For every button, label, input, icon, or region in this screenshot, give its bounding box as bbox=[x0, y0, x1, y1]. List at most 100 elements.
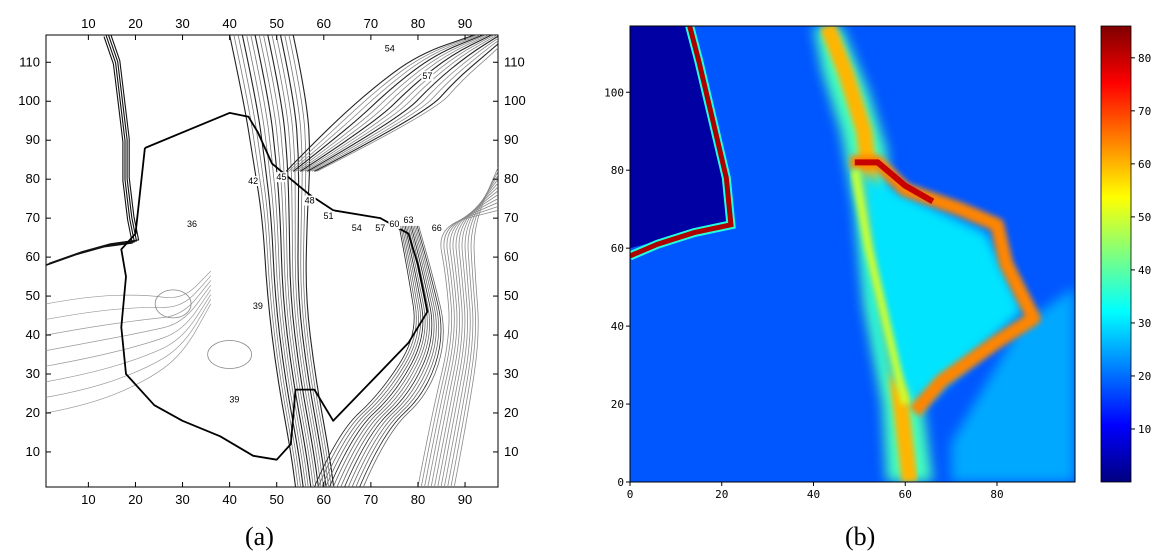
plot-area-a bbox=[45, 34, 499, 488]
contour-line bbox=[46, 280, 212, 336]
contour-line bbox=[46, 284, 212, 351]
x-tick-label-top: 30 bbox=[175, 16, 189, 31]
y-tick-label-right: 70 bbox=[504, 210, 518, 225]
colorbar-scale bbox=[1100, 25, 1132, 483]
contour-line bbox=[427, 198, 498, 487]
contour-label-bg bbox=[303, 195, 316, 206]
contour-label: 54 bbox=[352, 223, 362, 233]
heat-inner-edge bbox=[850, 169, 910, 405]
y-tick-label-left: 110 bbox=[19, 54, 40, 69]
contour-labels: 54 57 36 42 45 48 51 54 57 60 63 66 39 39 bbox=[185, 43, 443, 405]
x-tick-label-bottom: 30 bbox=[175, 492, 189, 507]
axis-ticks-b: 0 20 40 60 80 0 20 40 60 80 100 bbox=[604, 86, 1004, 501]
contour-line bbox=[420, 206, 498, 487]
contour-line bbox=[258, 35, 314, 487]
contour-line bbox=[344, 225, 433, 487]
contour-line bbox=[317, 225, 417, 487]
contour-label-bg bbox=[251, 300, 264, 311]
contour-line bbox=[46, 299, 212, 398]
y-tick-label-left: 10 bbox=[26, 444, 40, 459]
contour-line bbox=[351, 225, 437, 487]
x-tick-label-top: 10 bbox=[81, 16, 95, 31]
contour-line bbox=[288, 35, 332, 487]
contour-label: 66 bbox=[432, 223, 442, 233]
heat-region bbox=[951, 287, 1075, 482]
contour-line bbox=[450, 171, 498, 487]
y-tick-label-right: 40 bbox=[504, 327, 518, 342]
x-tick-label-bottom: 40 bbox=[222, 492, 236, 507]
y-tick-label: 20 bbox=[611, 398, 624, 411]
y-tick-label: 40 bbox=[611, 320, 624, 333]
contour-label-bg bbox=[430, 222, 443, 233]
contour-label-bg bbox=[388, 218, 401, 229]
contour-line bbox=[316, 47, 498, 172]
contour-line bbox=[440, 182, 498, 487]
x-tick-label-top: 70 bbox=[364, 16, 378, 31]
y-tick-label: 0 bbox=[617, 476, 624, 489]
x-tick-label-top: 40 bbox=[222, 16, 236, 31]
x-tick-label-bottom: 90 bbox=[458, 492, 472, 507]
x-tick-label: 60 bbox=[899, 488, 912, 501]
contour-label-bg bbox=[350, 222, 363, 233]
y-tick-label-right: 110 bbox=[504, 54, 525, 69]
contour-line bbox=[430, 194, 498, 487]
contour-line bbox=[279, 35, 327, 487]
y-tick-label-right: 30 bbox=[504, 366, 518, 381]
contour-label-bg bbox=[185, 218, 198, 229]
x-tick-label-bottom: 70 bbox=[364, 492, 378, 507]
y-tick-label-left: 100 bbox=[18, 93, 40, 108]
heatmap-panel: 0 20 40 60 80 0 20 40 60 80 100 10 20 30 40 50 60 70 80 (… bbox=[604, 25, 1151, 551]
y-tick-label-left: 30 bbox=[26, 366, 40, 381]
contour-label-bg bbox=[228, 394, 241, 405]
colorbar-tick-label: 50 bbox=[1138, 211, 1151, 224]
heat-channel bbox=[630, 26, 734, 259]
x-tick-label-top: 20 bbox=[128, 16, 142, 31]
contour-line bbox=[424, 202, 498, 487]
contour-line bbox=[355, 225, 440, 487]
contour-label-bg bbox=[402, 215, 415, 226]
contour-label-bg bbox=[247, 176, 260, 187]
contour-line bbox=[284, 35, 329, 487]
x-tick-label-top: 50 bbox=[269, 16, 283, 31]
contour-line bbox=[340, 225, 430, 487]
contour-line bbox=[46, 294, 212, 383]
contour-line bbox=[292, 35, 335, 487]
contour-line bbox=[321, 225, 419, 487]
contour-label-bg bbox=[421, 70, 434, 81]
contour-label: 39 bbox=[253, 301, 263, 311]
contour-label: 57 bbox=[375, 223, 385, 233]
contour-line bbox=[233, 35, 299, 487]
contour-line bbox=[267, 35, 319, 487]
colorbar-tick-label: 60 bbox=[1138, 158, 1151, 171]
y-tick-label-left: 20 bbox=[26, 405, 40, 420]
colorbar-tick-label: 40 bbox=[1138, 264, 1151, 277]
contour-panel: 54 57 36 42 45 48 51 54 57 60 63 66 39 39 10 10 20 20 30 3… bbox=[18, 16, 525, 551]
contour-loop bbox=[154, 289, 192, 319]
contour-line bbox=[271, 35, 322, 487]
y-tick-label-left: 50 bbox=[26, 288, 40, 303]
colorbar-tick-label: 70 bbox=[1138, 105, 1151, 118]
channel-line bbox=[49, 35, 140, 264]
contour-line bbox=[453, 167, 498, 487]
contour-line bbox=[46, 270, 212, 305]
contour-label-bg bbox=[374, 222, 387, 233]
contour-line bbox=[290, 35, 481, 172]
x-tick-label: 20 bbox=[715, 488, 728, 501]
contour-line bbox=[359, 225, 442, 487]
heatmap-field bbox=[630, 26, 1075, 482]
contour-label: 54 bbox=[385, 44, 395, 54]
contour-line bbox=[254, 35, 312, 487]
colorbar-tick-label: 20 bbox=[1138, 370, 1151, 383]
contour-label: 60 bbox=[389, 219, 399, 229]
contour-line bbox=[292, 35, 484, 172]
contour-line bbox=[307, 35, 498, 172]
colorbar-tick-label: 80 bbox=[1138, 52, 1151, 65]
contour-line bbox=[250, 35, 309, 487]
y-tick-label-right: 90 bbox=[504, 132, 518, 147]
plot-area-b bbox=[629, 25, 1076, 483]
contour-line bbox=[229, 35, 297, 487]
contour-label-bg bbox=[322, 211, 335, 222]
y-tick-label-right: 10 bbox=[504, 444, 518, 459]
contour-line bbox=[275, 35, 324, 487]
